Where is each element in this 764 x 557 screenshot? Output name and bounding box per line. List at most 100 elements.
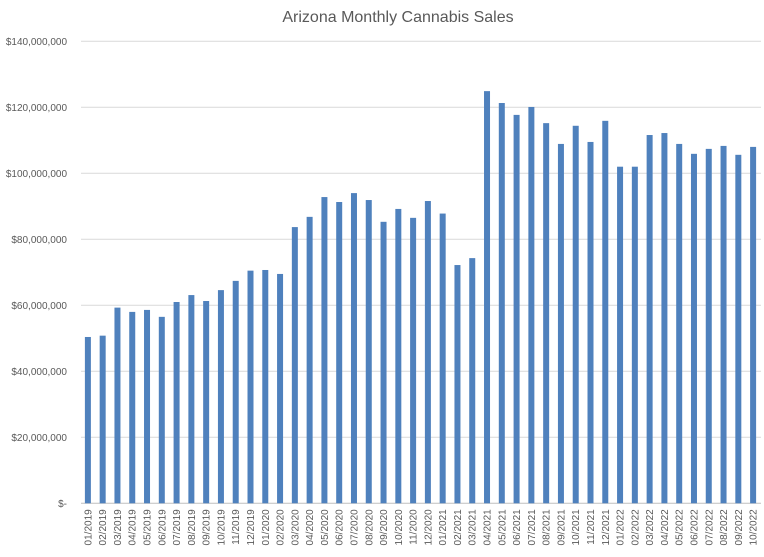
x-tick-label: 03/2019 <box>113 509 124 546</box>
x-tick-label: 05/2019 <box>143 509 154 546</box>
x-tick-label: 12/2020 <box>423 509 434 546</box>
bar-04-2019 <box>129 311 136 504</box>
bar-06-2021 <box>513 114 520 504</box>
x-tick-label: 09/2022 <box>734 509 745 546</box>
bar-04-2022 <box>661 133 668 504</box>
bar-12-2021 <box>602 120 609 504</box>
bar-02-2020 <box>277 273 284 504</box>
bar-05-2022 <box>676 143 683 504</box>
bar-03-2019 <box>114 307 121 504</box>
y-tick-label: $140,000,000 <box>6 37 68 48</box>
x-tick-label: 04/2022 <box>660 509 671 546</box>
x-tick-label: 10/2021 <box>571 509 582 546</box>
x-tick-label: 05/2021 <box>497 509 508 546</box>
bar-12-2019 <box>247 270 254 504</box>
x-tick-label: 11/2020 <box>409 509 420 545</box>
y-tick-label: $80,000,000 <box>11 235 67 246</box>
x-tick-label: 07/2022 <box>704 509 715 546</box>
y-tick-label: $120,000,000 <box>6 103 68 114</box>
bar-07-2020 <box>350 193 357 504</box>
bar-05-2020 <box>321 197 328 504</box>
x-tick-label: 06/2021 <box>512 509 523 546</box>
bar-07-2022 <box>705 148 712 504</box>
x-tick-label: 01/2021 <box>438 509 449 546</box>
x-tick-label: 11/2021 <box>586 509 597 545</box>
x-tick-label: 03/2022 <box>645 509 656 546</box>
x-tick-label: 08/2022 <box>719 509 730 546</box>
x-tick-label: 02/2020 <box>276 509 287 546</box>
x-tick-label: 06/2020 <box>335 509 346 546</box>
y-tick-label: $- <box>58 499 67 510</box>
bar-10-2020 <box>395 208 402 504</box>
bar-07-2019 <box>173 302 180 504</box>
x-tick-label: 07/2020 <box>349 509 360 546</box>
x-tick-label: 06/2022 <box>689 509 700 546</box>
y-tick-label: $40,000,000 <box>11 367 67 378</box>
x-tick-label: 01/2020 <box>261 509 272 546</box>
x-tick-label: 09/2021 <box>556 509 567 546</box>
y-tick-label: $20,000,000 <box>11 433 67 444</box>
y-axis-ticks: $- $20,000,000 $40,000,000 $60,000,000 $80,0… <box>6 37 68 510</box>
x-tick-label: 02/2021 <box>453 509 464 546</box>
y-tick-label: $100,000,000 <box>6 169 68 180</box>
x-tick-label: 03/2021 <box>468 509 479 546</box>
x-tick-label: 07/2019 <box>172 509 183 546</box>
bar-11-2021 <box>587 141 594 504</box>
x-tick-label: 09/2020 <box>379 509 390 546</box>
x-tick-label: 01/2022 <box>616 509 627 546</box>
bar-09-2019 <box>203 301 210 504</box>
x-tick-label: 09/2019 <box>202 509 213 546</box>
x-tick-label: 08/2019 <box>187 509 198 546</box>
bar-10-2022 <box>750 146 757 504</box>
x-tick-label: 05/2020 <box>320 509 331 546</box>
bar-09-2020 <box>380 221 387 504</box>
bar-01-2020 <box>262 269 269 504</box>
x-tick-label: 02/2019 <box>98 509 109 546</box>
x-tick-label: 07/2021 <box>527 509 538 546</box>
bar-05-2021 <box>498 103 505 504</box>
bar-05-2019 <box>144 309 151 504</box>
bar-06-2019 <box>158 316 165 504</box>
bar-03-2021 <box>469 258 476 504</box>
x-tick-label: 11/2019 <box>231 509 242 545</box>
bar-02-2019 <box>99 335 106 504</box>
x-tick-label: 08/2021 <box>542 509 553 546</box>
x-tick-label: 08/2020 <box>364 509 375 546</box>
x-tick-label: 10/2019 <box>216 509 227 546</box>
bar-02-2022 <box>631 166 638 504</box>
bar-09-2022 <box>735 154 742 504</box>
gridlines <box>81 40 761 504</box>
bar-07-2021 <box>528 106 535 504</box>
x-tick-label: 06/2019 <box>157 509 168 546</box>
x-tick-label: 10/2020 <box>394 509 405 546</box>
bar-11-2019 <box>232 280 239 504</box>
x-tick-label: 10/2022 <box>749 509 760 546</box>
bar-08-2019 <box>188 295 195 504</box>
x-tick-label: 04/2020 <box>305 509 316 546</box>
bar-08-2020 <box>365 200 372 504</box>
bar-02-2021 <box>454 265 461 504</box>
x-tick-label: 04/2021 <box>483 509 494 546</box>
bar-03-2022 <box>646 135 653 504</box>
y-tick-label: $60,000,000 <box>11 301 67 312</box>
x-tick-label: 04/2019 <box>128 509 139 546</box>
bar-09-2021 <box>557 143 564 504</box>
bar-01-2019 <box>84 336 91 504</box>
bar-01-2021 <box>439 213 446 504</box>
bars <box>84 91 757 504</box>
bar-01-2022 <box>617 166 624 504</box>
x-tick-label: 03/2020 <box>290 509 301 546</box>
bar-06-2020 <box>336 202 343 504</box>
bar-12-2020 <box>424 201 431 504</box>
bar-08-2022 <box>720 145 727 504</box>
x-tick-label: 02/2022 <box>630 509 641 546</box>
bar-10-2019 <box>217 290 224 504</box>
bar-04-2021 <box>484 91 491 504</box>
x-axis-ticks: 01/2019 02/2019 03/2019 04/2019 05/2019 06/20… <box>83 509 759 546</box>
bar-04-2020 <box>306 216 313 504</box>
bar-11-2020 <box>410 217 417 504</box>
bar-10-2021 <box>572 125 579 504</box>
bar-06-2022 <box>690 153 697 504</box>
x-tick-label: 12/2019 <box>246 509 257 546</box>
